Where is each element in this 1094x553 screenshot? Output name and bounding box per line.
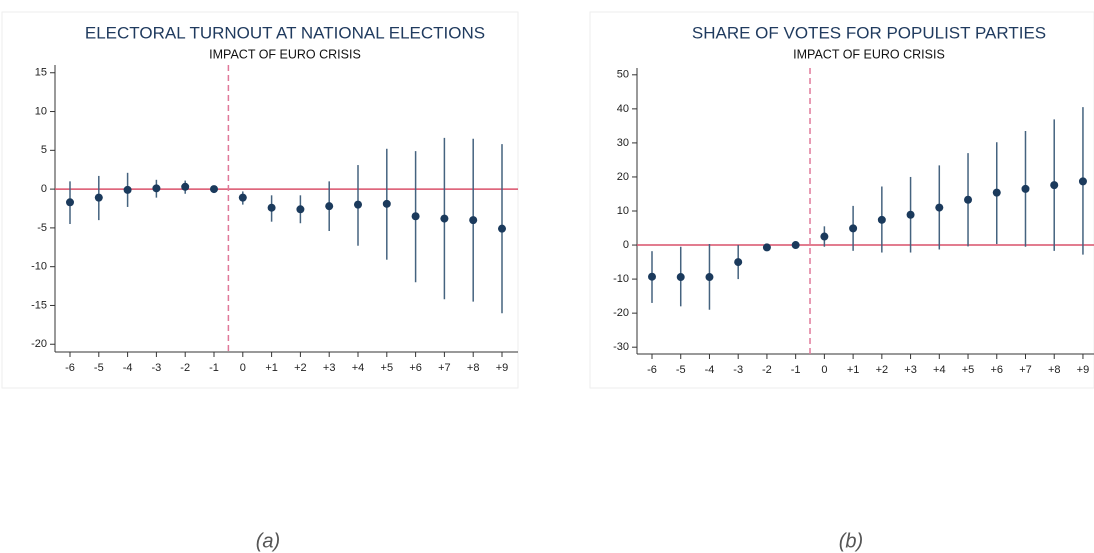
y-tick-label: -15 (31, 299, 47, 311)
panel-a-frame (1, 11, 519, 389)
y-tick-label: 30 (617, 137, 629, 149)
x-tick-label: -6 (647, 364, 657, 376)
y-tick-label: 10 (617, 205, 629, 217)
y-tick-label: 0 (623, 239, 629, 251)
x-tick-label: +3 (323, 362, 336, 374)
x-tick-label: -3 (733, 364, 743, 376)
y-tick-label: -30 (613, 341, 629, 353)
y-tick-label: -20 (31, 338, 47, 350)
chart-title: SHARE OF VOTES FOR POPULIST PARTIES (692, 23, 1046, 42)
point (440, 214, 449, 223)
point (964, 195, 973, 204)
y-tick-label: 40 (617, 103, 629, 115)
x-tick-label: +8 (1048, 364, 1061, 376)
y-tick-label: 15 (35, 67, 47, 79)
point (382, 199, 391, 208)
chart-subtitle: IMPACT OF EURO CRISIS (209, 47, 361, 61)
point (181, 182, 190, 191)
point (877, 215, 886, 224)
x-tick-label: +2 (876, 364, 889, 376)
x-tick-label: -4 (705, 364, 715, 376)
y-tick-label: 0 (41, 183, 47, 195)
x-tick-label: +9 (496, 362, 509, 374)
x-tick-label: +8 (467, 362, 480, 374)
x-tick-label: +6 (409, 362, 422, 374)
point (469, 216, 478, 225)
point (762, 243, 771, 252)
x-tick-label: +1 (265, 362, 278, 374)
point (705, 273, 714, 282)
point (296, 205, 305, 214)
point (411, 212, 420, 221)
point (152, 184, 161, 193)
x-tick-label: -1 (209, 362, 219, 374)
y-tick-label: -20 (613, 307, 629, 319)
point (498, 224, 506, 233)
y-tick-label: -5 (37, 222, 47, 234)
y-tick-label: 50 (617, 69, 629, 81)
point (1050, 181, 1059, 190)
point (1078, 177, 1087, 186)
point (210, 185, 218, 194)
x-tick-label: +2 (294, 362, 307, 374)
point (648, 272, 656, 281)
caption: (a) (256, 530, 280, 552)
x-tick-label: +9 (1077, 364, 1090, 376)
point (820, 232, 829, 241)
caption: (b) (839, 530, 863, 552)
y-tick-label: 5 (41, 144, 47, 156)
point (123, 185, 132, 194)
x-tick-label: +4 (352, 362, 365, 374)
x-tick-label: -2 (180, 362, 190, 374)
x-tick-label: +7 (438, 362, 451, 374)
point (849, 224, 858, 233)
y-tick-label: -10 (613, 273, 629, 285)
y-tick-label: -10 (31, 261, 47, 273)
point (992, 188, 1001, 197)
point (325, 202, 334, 211)
x-tick-label: +1 (847, 364, 860, 376)
x-tick-label: +5 (962, 364, 975, 376)
point (791, 241, 800, 250)
chart-title: ELECTORAL TURNOUT AT NATIONAL ELECTIONS (85, 23, 485, 42)
x-tick-label: +5 (381, 362, 394, 374)
x-tick-label: +3 (904, 364, 917, 376)
x-tick-label: 0 (821, 364, 827, 376)
x-tick-label: -1 (791, 364, 801, 376)
point (906, 210, 915, 219)
point (935, 203, 944, 212)
x-tick-label: -6 (65, 362, 75, 374)
x-tick-label: +4 (933, 364, 946, 376)
point (238, 193, 247, 202)
y-tick-label: 10 (35, 105, 47, 117)
point (354, 200, 362, 209)
point (66, 198, 74, 207)
point (734, 258, 743, 267)
point (676, 273, 685, 282)
x-tick-label: -4 (123, 362, 133, 374)
y-tick-label: 20 (617, 171, 629, 183)
x-tick-label: +7 (1019, 364, 1032, 376)
point (94, 193, 103, 202)
x-tick-label: -2 (762, 364, 772, 376)
panel-b-frame (589, 11, 1094, 389)
x-tick-label: -5 (94, 362, 104, 374)
x-tick-label: -5 (676, 364, 686, 376)
point (267, 203, 276, 212)
x-tick-label: 0 (240, 362, 246, 374)
x-tick-label: +6 (990, 364, 1003, 376)
point (1021, 184, 1030, 193)
x-tick-label: -3 (152, 362, 162, 374)
chart-subtitle: IMPACT OF EURO CRISIS (793, 47, 945, 61)
